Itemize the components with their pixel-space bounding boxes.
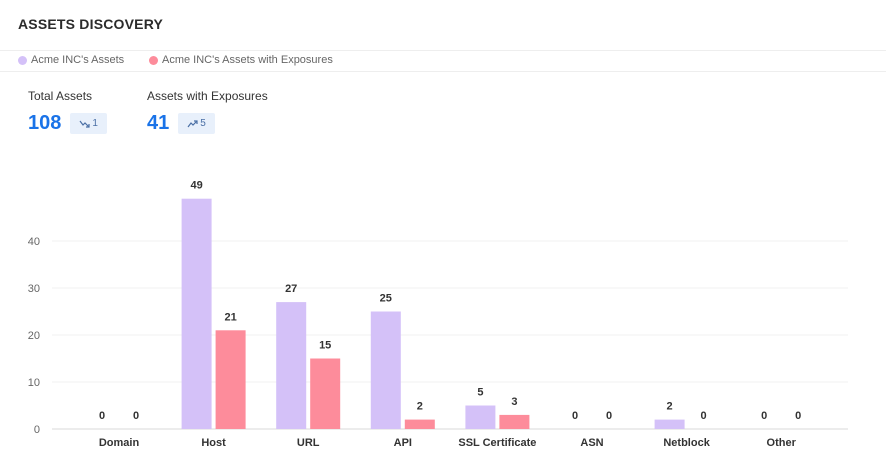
data-label: 3 xyxy=(511,396,517,408)
data-label: 15 xyxy=(319,340,331,352)
data-label: 0 xyxy=(761,410,767,422)
chart-legend: Acme INC's Assets Acme INC's Assets with… xyxy=(0,50,886,72)
bar-assets xyxy=(181,198,212,429)
data-label: 5 xyxy=(477,387,483,399)
stat-total-value: 108 xyxy=(28,112,62,134)
stat-exposed-change-badge: 5 xyxy=(178,113,215,134)
data-label: 21 xyxy=(224,311,236,323)
data-label: 0 xyxy=(701,410,707,422)
bar-assets xyxy=(465,405,496,429)
y-tick-label: 30 xyxy=(28,283,40,295)
x-tick-label: Netblock xyxy=(663,437,710,449)
y-tick-label: 20 xyxy=(28,330,40,342)
legend-swatch-exposures xyxy=(149,55,158,65)
x-tick-label: Domain xyxy=(99,437,140,449)
stat-total-assets: Total Assets 108 1 xyxy=(28,89,107,135)
y-tick-label: 10 xyxy=(28,377,40,389)
y-tick-label: 40 xyxy=(28,236,40,248)
stat-exposed-label: Assets with Exposures xyxy=(147,89,268,103)
stat-total-label: Total Assets xyxy=(28,89,93,103)
x-tick-label: Host xyxy=(201,437,226,449)
x-tick-label: API xyxy=(394,437,412,449)
trend-down-icon xyxy=(79,120,90,128)
bar-exposures xyxy=(404,419,435,429)
legend-item-assets[interactable]: Acme INC's Assets xyxy=(18,54,124,66)
bar-exposures xyxy=(499,414,530,429)
data-label: 27 xyxy=(285,283,297,295)
data-label: 25 xyxy=(380,293,392,305)
data-label: 2 xyxy=(667,401,673,413)
data-label: 0 xyxy=(795,410,801,422)
widget-title: ASSETS DISCOVERY xyxy=(18,16,164,32)
y-tick-label: 0 xyxy=(34,424,40,436)
data-label: 49 xyxy=(190,180,202,192)
x-tick-label: ASN xyxy=(580,437,603,449)
data-label: 0 xyxy=(133,410,139,422)
trend-up-icon xyxy=(187,119,198,127)
bar-assets xyxy=(654,419,685,429)
bar-exposures xyxy=(310,358,341,429)
stat-total-change-badge: 1 xyxy=(70,113,107,134)
legend-item-exposures[interactable]: Acme INC's Assets with Exposures xyxy=(149,54,333,66)
stat-total-change: 1 xyxy=(92,118,98,129)
data-label: 0 xyxy=(606,410,612,422)
stat-exposed-value: 41 xyxy=(147,112,170,134)
x-tick-label: URL xyxy=(297,437,320,449)
x-tick-label: SSL Certificate xyxy=(458,437,536,449)
stat-exposed-change: 5 xyxy=(200,118,206,129)
bar-assets xyxy=(370,311,401,429)
x-tick-label: Other xyxy=(767,437,797,449)
legend-label-assets: Acme INC's Assets xyxy=(31,54,125,66)
data-label: 0 xyxy=(99,410,105,422)
data-label: 0 xyxy=(572,410,578,422)
bar-assets xyxy=(276,302,307,429)
legend-swatch-assets xyxy=(18,55,27,65)
data-label: 2 xyxy=(417,401,423,413)
bar-exposures xyxy=(215,330,246,429)
stat-exposed-assets: Assets with Exposures 41 5 xyxy=(147,89,268,135)
legend-label-exposures: Acme INC's Assets with Exposures xyxy=(162,54,333,66)
